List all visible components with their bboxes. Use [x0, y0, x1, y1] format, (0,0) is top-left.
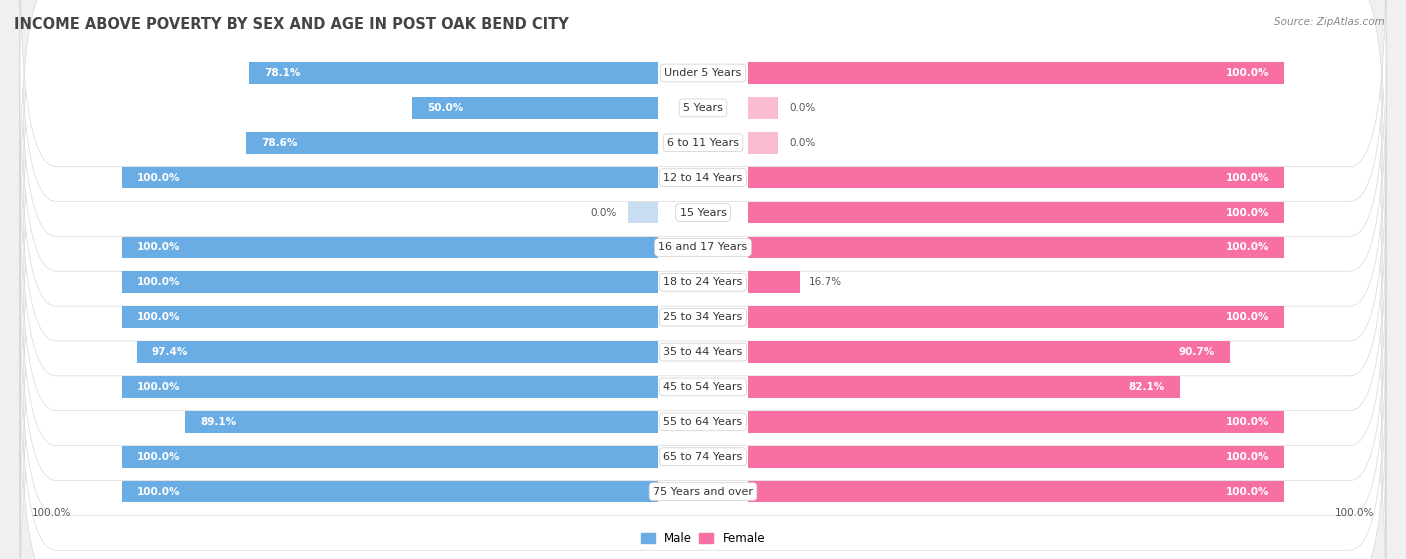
Text: 100.0%: 100.0% — [1226, 68, 1270, 78]
Text: 0.0%: 0.0% — [591, 207, 616, 217]
Text: 100.0%: 100.0% — [136, 312, 180, 322]
Text: 97.4%: 97.4% — [152, 347, 188, 357]
Text: 100.0%: 100.0% — [1226, 173, 1270, 183]
Bar — [748, 132, 778, 154]
Bar — [186, 411, 658, 433]
Text: 100.0%: 100.0% — [1226, 312, 1270, 322]
FancyBboxPatch shape — [20, 236, 1386, 468]
Text: 16.7%: 16.7% — [808, 277, 842, 287]
Text: 18 to 24 Years: 18 to 24 Years — [664, 277, 742, 287]
Bar — [748, 97, 778, 119]
Bar — [122, 272, 658, 293]
Bar — [122, 306, 658, 328]
Bar — [748, 376, 1180, 398]
Text: 35 to 44 Years: 35 to 44 Years — [664, 347, 742, 357]
Bar — [122, 376, 658, 398]
Bar — [748, 167, 1284, 188]
FancyBboxPatch shape — [20, 306, 1386, 538]
Bar — [748, 202, 1284, 224]
Bar — [748, 446, 1284, 467]
Text: 5 Years: 5 Years — [683, 103, 723, 113]
Text: 100.0%: 100.0% — [136, 277, 180, 287]
Bar — [748, 62, 1284, 84]
Text: 12 to 14 Years: 12 to 14 Years — [664, 173, 742, 183]
FancyBboxPatch shape — [20, 0, 1386, 189]
FancyBboxPatch shape — [20, 341, 1386, 559]
Bar — [136, 341, 658, 363]
Text: 75 Years and over: 75 Years and over — [652, 486, 754, 496]
Text: 50.0%: 50.0% — [427, 103, 464, 113]
Text: 100.0%: 100.0% — [1334, 508, 1374, 518]
Text: 100.0%: 100.0% — [136, 382, 180, 392]
Text: 100.0%: 100.0% — [136, 486, 180, 496]
FancyBboxPatch shape — [20, 271, 1386, 503]
Bar — [748, 272, 800, 293]
Bar — [412, 97, 658, 119]
Text: 100.0%: 100.0% — [1226, 243, 1270, 253]
Text: 0.0%: 0.0% — [790, 103, 815, 113]
Legend: Male, Female: Male, Female — [636, 528, 770, 550]
FancyBboxPatch shape — [20, 97, 1386, 328]
Text: 100.0%: 100.0% — [1226, 207, 1270, 217]
FancyBboxPatch shape — [20, 167, 1386, 398]
Text: 0.0%: 0.0% — [790, 138, 815, 148]
FancyBboxPatch shape — [20, 0, 1386, 224]
Text: 100.0%: 100.0% — [1226, 417, 1270, 427]
Text: Under 5 Years: Under 5 Years — [665, 68, 741, 78]
Text: 100.0%: 100.0% — [136, 452, 180, 462]
FancyBboxPatch shape — [20, 62, 1386, 293]
Text: 90.7%: 90.7% — [1178, 347, 1215, 357]
Text: 65 to 74 Years: 65 to 74 Years — [664, 452, 742, 462]
Text: 6 to 11 Years: 6 to 11 Years — [666, 138, 740, 148]
FancyBboxPatch shape — [20, 132, 1386, 363]
Bar — [748, 411, 1284, 433]
Text: 100.0%: 100.0% — [1226, 486, 1270, 496]
Bar — [748, 481, 1284, 503]
Bar — [122, 236, 658, 258]
Text: 55 to 64 Years: 55 to 64 Years — [664, 417, 742, 427]
FancyBboxPatch shape — [20, 376, 1386, 559]
Bar — [122, 481, 658, 503]
Text: INCOME ABOVE POVERTY BY SEX AND AGE IN POST OAK BEND CITY: INCOME ABOVE POVERTY BY SEX AND AGE IN P… — [14, 17, 569, 32]
FancyBboxPatch shape — [20, 27, 1386, 258]
Bar — [748, 306, 1284, 328]
Bar — [246, 132, 658, 154]
Bar — [748, 236, 1284, 258]
Text: 78.1%: 78.1% — [264, 68, 301, 78]
Text: 25 to 34 Years: 25 to 34 Years — [664, 312, 742, 322]
Text: 100.0%: 100.0% — [32, 508, 72, 518]
Text: 45 to 54 Years: 45 to 54 Years — [664, 382, 742, 392]
Text: 82.1%: 82.1% — [1129, 382, 1166, 392]
Bar — [122, 446, 658, 467]
Text: 100.0%: 100.0% — [136, 243, 180, 253]
Text: 89.1%: 89.1% — [200, 417, 236, 427]
FancyBboxPatch shape — [20, 201, 1386, 433]
Text: Source: ZipAtlas.com: Source: ZipAtlas.com — [1274, 17, 1385, 27]
Text: 100.0%: 100.0% — [1226, 452, 1270, 462]
Text: 100.0%: 100.0% — [136, 173, 180, 183]
Text: 78.6%: 78.6% — [262, 138, 298, 148]
Text: 16 and 17 Years: 16 and 17 Years — [658, 243, 748, 253]
Text: 15 Years: 15 Years — [679, 207, 727, 217]
Bar — [249, 62, 658, 84]
Bar — [122, 167, 658, 188]
Bar — [748, 341, 1230, 363]
Bar — [628, 202, 658, 224]
